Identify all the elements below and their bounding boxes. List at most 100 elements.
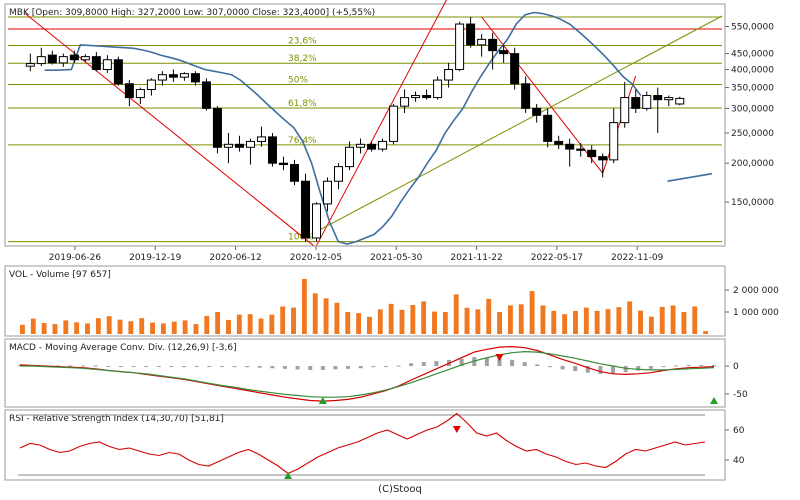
price-x-tick-label: 2019-12-19 xyxy=(129,253,182,263)
fib-level-label: 38,2% xyxy=(288,54,317,64)
candle-up xyxy=(25,63,35,67)
volume-bar xyxy=(367,316,372,334)
rsi-y-tick-label: 40 xyxy=(733,456,745,466)
volume-bar xyxy=(226,319,231,334)
candle-down xyxy=(212,107,222,148)
macd-histogram-bar xyxy=(194,366,199,368)
candle-down xyxy=(466,23,476,46)
candle-down xyxy=(234,143,244,148)
macd-histogram-bar xyxy=(611,366,616,374)
macd-histogram-bar xyxy=(232,366,237,368)
candle-up xyxy=(620,97,630,124)
volume-bar xyxy=(453,294,459,334)
volume-bar xyxy=(529,291,535,334)
macd-histogram-bar xyxy=(484,357,489,367)
volume-bar xyxy=(160,323,166,334)
candle-down xyxy=(267,136,277,164)
volume-bar xyxy=(648,316,654,334)
candle-up xyxy=(312,203,322,239)
price-y-tick-label: 350,0000 xyxy=(731,84,774,94)
volume-bar xyxy=(551,310,557,334)
price-plot: 150,0000 200,0000 250,0000 300,0000 350,0000… xyxy=(8,0,774,263)
candle-up xyxy=(334,166,344,182)
volume-bar xyxy=(74,322,80,334)
volume-bar xyxy=(182,320,188,334)
candle-up xyxy=(245,140,255,148)
price-y-tick-label: 150,0000 xyxy=(731,198,774,208)
volume-bar xyxy=(410,304,416,334)
candle-down xyxy=(201,81,211,109)
macd-histogram-bar xyxy=(270,366,275,369)
candle-up xyxy=(389,105,399,142)
price-x-tick-label: 2021-11-22 xyxy=(450,253,502,263)
volume-bar xyxy=(20,324,25,334)
volume-bar xyxy=(703,331,709,334)
macd-histogram-bar xyxy=(421,362,426,367)
candle-down xyxy=(422,95,432,99)
volume-bar xyxy=(171,321,177,334)
price-y-tick-label: 300,0000 xyxy=(731,104,774,114)
candle-up xyxy=(36,56,46,65)
macd-histogram-bar xyxy=(320,366,325,370)
macd-histogram-bar xyxy=(636,366,641,371)
candle-up xyxy=(675,97,685,105)
candle-down xyxy=(367,143,377,150)
volume-bar xyxy=(638,310,643,334)
uptrend-line xyxy=(316,0,448,246)
macd-histogram-bar xyxy=(434,361,439,367)
candle-down xyxy=(124,83,134,99)
macd-signal-line xyxy=(20,350,715,398)
macd-histogram-bar xyxy=(182,366,187,368)
volume-bar xyxy=(540,305,546,334)
candle-down xyxy=(289,164,299,182)
macd-buy-signal-icon xyxy=(318,397,327,404)
macd-histogram-bar xyxy=(522,362,527,367)
macd-plot: 0 -50 xyxy=(18,345,748,404)
price-x-tick-label: 2020-06-12 xyxy=(209,253,261,263)
candle-up xyxy=(433,79,443,99)
candle-down xyxy=(510,53,520,85)
macd-histogram-bar xyxy=(510,359,515,367)
candle-down xyxy=(631,97,641,109)
macd-histogram-bar xyxy=(396,365,401,367)
candle-down xyxy=(532,107,542,116)
macd-histogram-bar xyxy=(409,363,414,367)
volume-bar xyxy=(334,302,340,334)
stock-chart: MBK [Open: 309,8000 High: 327,2000 Low: … xyxy=(4,0,780,481)
long-trend-line xyxy=(316,15,723,233)
macd-histogram-bar xyxy=(648,366,653,369)
volume-bar xyxy=(659,306,665,334)
candle-down xyxy=(653,95,663,101)
macd-histogram-bar xyxy=(245,366,250,368)
volume-panel xyxy=(4,265,726,337)
volume-bar xyxy=(301,279,307,334)
candle-down xyxy=(301,180,310,239)
candle-down xyxy=(565,143,575,150)
candle-down xyxy=(91,56,101,71)
macd-histogram-bar xyxy=(333,366,338,370)
macd-histogram-bar xyxy=(686,364,691,367)
candle-up xyxy=(444,69,454,81)
volume-bar xyxy=(247,314,253,334)
price-y-tick-label: 200,0000 xyxy=(731,159,774,169)
candle-up xyxy=(378,140,388,150)
macd-histogram-bar xyxy=(573,366,578,372)
volume-bar xyxy=(280,306,286,334)
fib-level-label: 61,8% xyxy=(288,99,317,109)
macd-histogram-bar xyxy=(207,366,212,368)
candle-down xyxy=(190,73,200,83)
volume-bar xyxy=(258,318,264,334)
price-y-tick-label: 550,0000 xyxy=(731,22,774,32)
candle-down xyxy=(278,162,288,166)
volume-bar xyxy=(269,314,275,334)
rsi-panel xyxy=(4,409,726,481)
volume-bar xyxy=(106,316,112,334)
macd-title: MACD - Moving Average Conv. Div. (12,26,… xyxy=(9,343,237,353)
volume-bar xyxy=(421,301,427,334)
macd-histogram-bar xyxy=(547,366,552,368)
volume-bar xyxy=(518,304,524,334)
macd-histogram-bar xyxy=(699,364,704,367)
macd-histogram-bar xyxy=(219,366,224,368)
uptrend-line-2 xyxy=(602,75,637,174)
volume-bar xyxy=(30,318,36,334)
